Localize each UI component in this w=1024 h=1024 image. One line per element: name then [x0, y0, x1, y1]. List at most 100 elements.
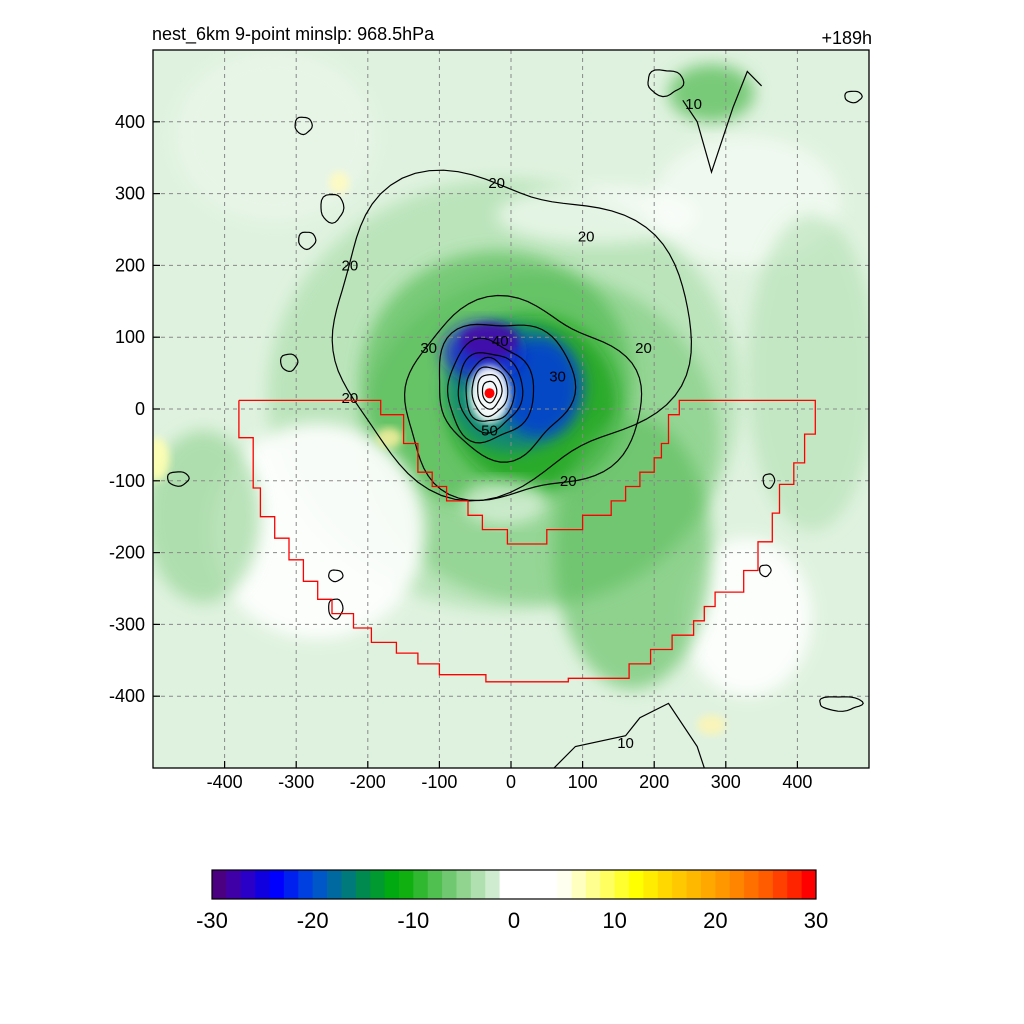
- colorbar-swatch: [657, 870, 673, 899]
- colorbar-swatch: [801, 870, 817, 899]
- x-tick-label: 0: [506, 772, 516, 792]
- shading-patch: [747, 215, 869, 532]
- y-tick-label: 400: [115, 112, 145, 132]
- colorbar-frame: [211, 869, 817, 900]
- colorbar-swatch: [700, 870, 716, 899]
- shading-patch: [697, 714, 726, 735]
- x-tick-label: -400: [207, 772, 243, 792]
- colorbar-tick-label: 10: [602, 908, 626, 933]
- y-tick-label: -200: [109, 543, 145, 563]
- colorbar-swatch: [672, 870, 688, 899]
- wind-contour-line: [438, 323, 577, 463]
- y-tick-label: -100: [109, 471, 145, 491]
- colorbar-swatch: [485, 870, 501, 899]
- y-tick-label: -300: [109, 614, 145, 634]
- contour-labels: 40 30 30 20 20 20 20 20 20 10 10 50: [342, 96, 702, 752]
- colorbar-swatch: [384, 870, 400, 899]
- colorbar-swatch: [341, 870, 357, 899]
- colorbar-swatch: [528, 870, 544, 899]
- colorbar-swatch: [470, 870, 486, 899]
- shading-patch: [210, 423, 426, 639]
- colorbar-swatch: [758, 870, 774, 899]
- wind-contour-line: [446, 337, 535, 444]
- contour-label: 10: [617, 735, 634, 752]
- contour-label: 20: [578, 229, 595, 246]
- colorbar-swatch: [355, 870, 371, 899]
- wind-contour-line: [328, 569, 344, 583]
- colorbar-tick-label: -10: [397, 908, 429, 933]
- colorbar-swatch: [283, 870, 299, 899]
- analysis-region-outline: [238, 399, 816, 683]
- contour-label: 30: [420, 340, 437, 357]
- contour-label: 30: [549, 369, 566, 386]
- x-tick-label: -100: [421, 772, 457, 792]
- colorbar-swatch: [312, 870, 328, 899]
- colorbar-swatch: [571, 870, 587, 899]
- colorbar-swatch: [226, 870, 242, 899]
- colorbar-swatch: [542, 870, 558, 899]
- x-tick-label: 100: [568, 772, 598, 792]
- shading-patch: [460, 322, 519, 359]
- colorbar-swatch: [212, 870, 227, 899]
- colorbar-swatch: [427, 870, 443, 899]
- colorbar-tick-label: 30: [804, 908, 828, 933]
- shading-patch: [682, 538, 812, 697]
- colorbar-tick-label: 20: [703, 908, 727, 933]
- colorbar-tick-labels: -30 -20 -10 0 10 20 30: [196, 908, 828, 933]
- wind-contour-line: [294, 116, 313, 136]
- colorbar-swatch: [327, 870, 342, 899]
- wind-contour-line: [166, 471, 190, 487]
- colorbar-swatch: [557, 870, 573, 899]
- wind-contour-line: [481, 380, 498, 404]
- wind-contour-line: [553, 702, 705, 768]
- wind-contour-line: [477, 373, 503, 410]
- colorbar-swatch: [255, 870, 271, 899]
- shading-patch: [153, 437, 170, 481]
- colorbar-tick-label: -20: [297, 908, 329, 933]
- y-tick-label: 100: [115, 327, 145, 347]
- colorbar-swatch: [772, 870, 788, 899]
- x-tick-label: 400: [782, 772, 812, 792]
- colorbar-tick-label: -30: [196, 908, 228, 933]
- colorbar-swatch: [643, 870, 659, 899]
- shading-patch: [329, 171, 350, 195]
- wind-contour-line: [647, 69, 685, 98]
- wind-contour-line: [403, 294, 643, 502]
- shading-patch: [153, 430, 261, 603]
- y-tick-label: -400: [109, 686, 145, 706]
- colorbar-swatch: [398, 870, 414, 899]
- colorbar-swatch: [269, 870, 285, 899]
- colorbar-swatch: [413, 870, 429, 899]
- contour-label: 40: [492, 333, 509, 350]
- contour-label: 20: [342, 390, 359, 407]
- shading-patch: [460, 480, 547, 524]
- contour-label: 20: [488, 175, 505, 192]
- wind-contour-line: [465, 356, 516, 422]
- colorbar-swatch: [787, 870, 803, 899]
- y-tick-label: 0: [135, 399, 145, 419]
- colorbar-swatch: [715, 870, 731, 899]
- shading-patch: [553, 416, 712, 690]
- colorbar-swatch: [629, 870, 644, 899]
- forecast-hour-label: +189h: [821, 28, 872, 48]
- colorbar-swatch: [456, 870, 472, 899]
- wind-speed-contours: [166, 69, 864, 768]
- chart-title: nest_6km 9-point minslp: 968.5hPa: [152, 24, 435, 45]
- colorbar-swatch: [686, 870, 702, 899]
- x-axis: -400 -300 -200 -100 0 100 200 300 400: [207, 761, 812, 792]
- y-axis: -400 -300 -200 -100 0 100 200 300 400: [109, 112, 160, 706]
- colorbar-swatch: [298, 870, 314, 899]
- colorbar-swatch: [585, 870, 601, 899]
- x-tick-label: 300: [711, 772, 741, 792]
- contour-label: 20: [635, 340, 652, 357]
- colorbar-swatch: [240, 870, 256, 899]
- wind-contour-line: [457, 352, 524, 434]
- colorbar-swatch: [499, 870, 515, 899]
- wind-contour-line: [279, 353, 299, 373]
- contour-label: 20: [342, 257, 359, 274]
- colorbar: [211, 869, 817, 900]
- wind-contour-line: [844, 90, 863, 104]
- y-tick-label: 200: [115, 255, 145, 275]
- x-tick-label: -200: [350, 772, 386, 792]
